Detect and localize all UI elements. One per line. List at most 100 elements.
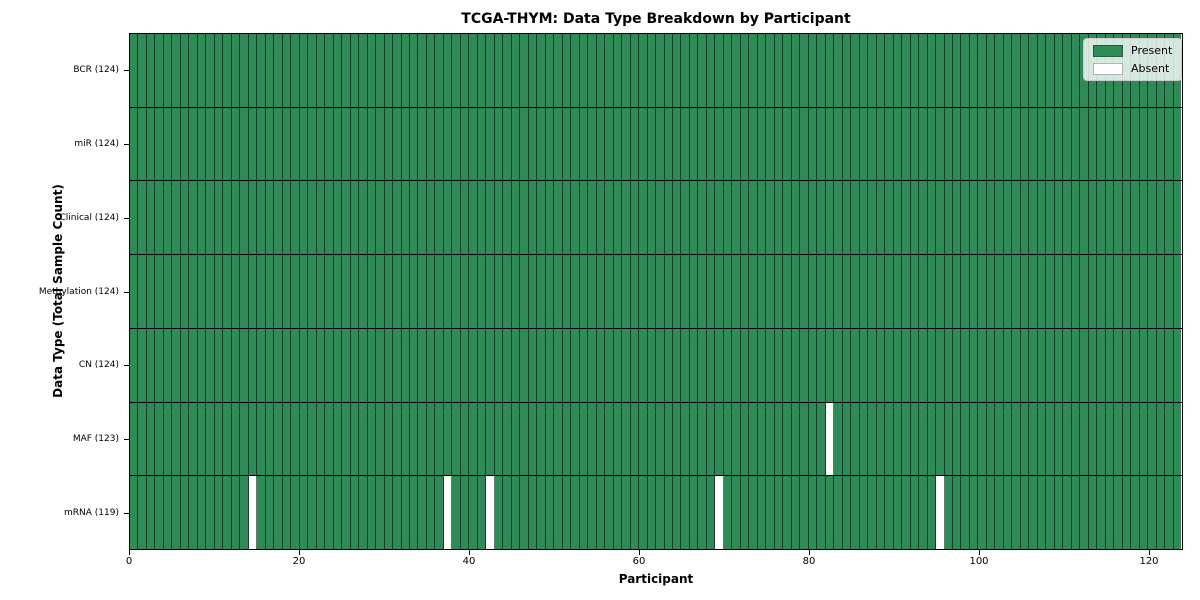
cell-present: [520, 328, 529, 402]
cell-present: [1003, 181, 1013, 255]
cell-present: [1012, 328, 1021, 402]
cell-present: [1088, 107, 1098, 181]
cell-present: [859, 328, 869, 402]
cell-present: [282, 107, 292, 181]
cell-present: [995, 255, 1004, 328]
cell-present: [223, 476, 232, 550]
cell-present: [477, 34, 487, 107]
cell-present: [1105, 476, 1115, 550]
cell-present: [486, 181, 495, 255]
cell-present: [1114, 328, 1123, 402]
cell-present: [1088, 181, 1098, 255]
cell-present: [944, 476, 953, 550]
cell-present: [554, 476, 563, 550]
cell-present: [732, 181, 741, 255]
cell-present: [537, 328, 546, 402]
cell-present: [885, 402, 894, 476]
cell-absent: [443, 476, 453, 550]
cell-present: [486, 402, 495, 476]
cell-present: [545, 402, 555, 476]
cell-present: [723, 255, 733, 328]
cell-present: [316, 476, 326, 550]
cell-present: [944, 402, 953, 476]
cell-present: [732, 255, 741, 328]
cell-present: [842, 107, 852, 181]
cell-present: [460, 328, 470, 402]
cell-present: [630, 255, 640, 328]
cell-present: [757, 34, 767, 107]
legend-item-present: Present: [1093, 44, 1172, 57]
cell-present: [1131, 402, 1140, 476]
cell-present: [1063, 181, 1072, 255]
cell-present: [155, 181, 164, 255]
cell-present: [393, 255, 402, 328]
cell-present: [1148, 476, 1157, 550]
cell-present: [893, 402, 903, 476]
cell-present: [800, 476, 809, 550]
cell-present: [774, 402, 784, 476]
cell-present: [723, 328, 733, 402]
cell-present: [1063, 34, 1072, 107]
cell-present: [919, 328, 928, 402]
cell-present: [834, 181, 843, 255]
cell-present: [1097, 107, 1106, 181]
cell-present: [401, 255, 410, 328]
cell-present: [409, 255, 419, 328]
cell-present: [842, 328, 852, 402]
data-type-row-BCR: [130, 34, 1182, 108]
cell-present: [520, 402, 529, 476]
cell-present: [1054, 181, 1064, 255]
cell-present: [885, 107, 894, 181]
cell-present: [783, 107, 792, 181]
cell-present: [664, 107, 673, 181]
cell-present: [138, 328, 147, 402]
cell-present: [834, 476, 843, 550]
cell-present: [528, 476, 538, 550]
cell-present: [562, 328, 572, 402]
cell-present: [876, 328, 886, 402]
cell-present: [986, 476, 996, 550]
cell-present: [172, 476, 181, 550]
cell-present: [308, 34, 317, 107]
cell-present: [791, 328, 801, 402]
cell-present: [1131, 255, 1140, 328]
cell-present: [791, 402, 801, 476]
cell-present: [681, 476, 690, 550]
cell-present: [1080, 107, 1089, 181]
cell-present: [978, 181, 987, 255]
x-tick-mark: [809, 550, 810, 555]
cell-present: [817, 328, 826, 402]
cell-present: [859, 107, 869, 181]
cell-present: [579, 402, 589, 476]
cell-present: [469, 402, 478, 476]
cell-present: [791, 255, 801, 328]
cell-present: [715, 328, 724, 402]
cell-present: [1173, 107, 1182, 181]
cell-present: [537, 476, 546, 550]
cell-present: [791, 107, 801, 181]
cell-present: [800, 328, 809, 402]
cell-present: [952, 328, 962, 402]
cell-present: [800, 255, 809, 328]
cell-present: [248, 107, 258, 181]
cell-present: [774, 328, 784, 402]
cell-present: [537, 402, 546, 476]
cell-present: [333, 107, 343, 181]
cell-present: [494, 328, 504, 402]
cell-present: [443, 328, 453, 402]
y-tick-mark: [124, 291, 129, 293]
cell-present: [851, 402, 860, 476]
cell-present: [316, 255, 326, 328]
cell-present: [477, 255, 487, 328]
cell-present: [706, 328, 716, 402]
cell-present: [477, 402, 487, 476]
cell-present: [613, 181, 623, 255]
cell-present: [774, 476, 784, 550]
cell-present: [876, 255, 886, 328]
cell-absent: [936, 476, 945, 550]
cell-present: [172, 34, 181, 107]
cell-present: [605, 476, 614, 550]
cell-present: [545, 328, 555, 402]
cell-present: [426, 402, 436, 476]
cell-present: [240, 476, 249, 550]
